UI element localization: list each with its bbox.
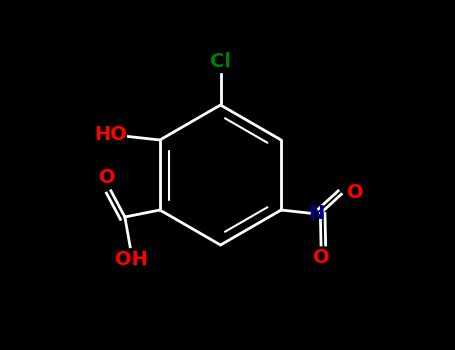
- Text: Cl: Cl: [210, 52, 231, 71]
- Text: O: O: [313, 248, 329, 267]
- Text: O: O: [99, 168, 116, 187]
- Text: OH: OH: [116, 250, 148, 268]
- Text: HO: HO: [94, 125, 126, 144]
- Text: O: O: [347, 183, 363, 202]
- Text: N: N: [308, 204, 324, 223]
